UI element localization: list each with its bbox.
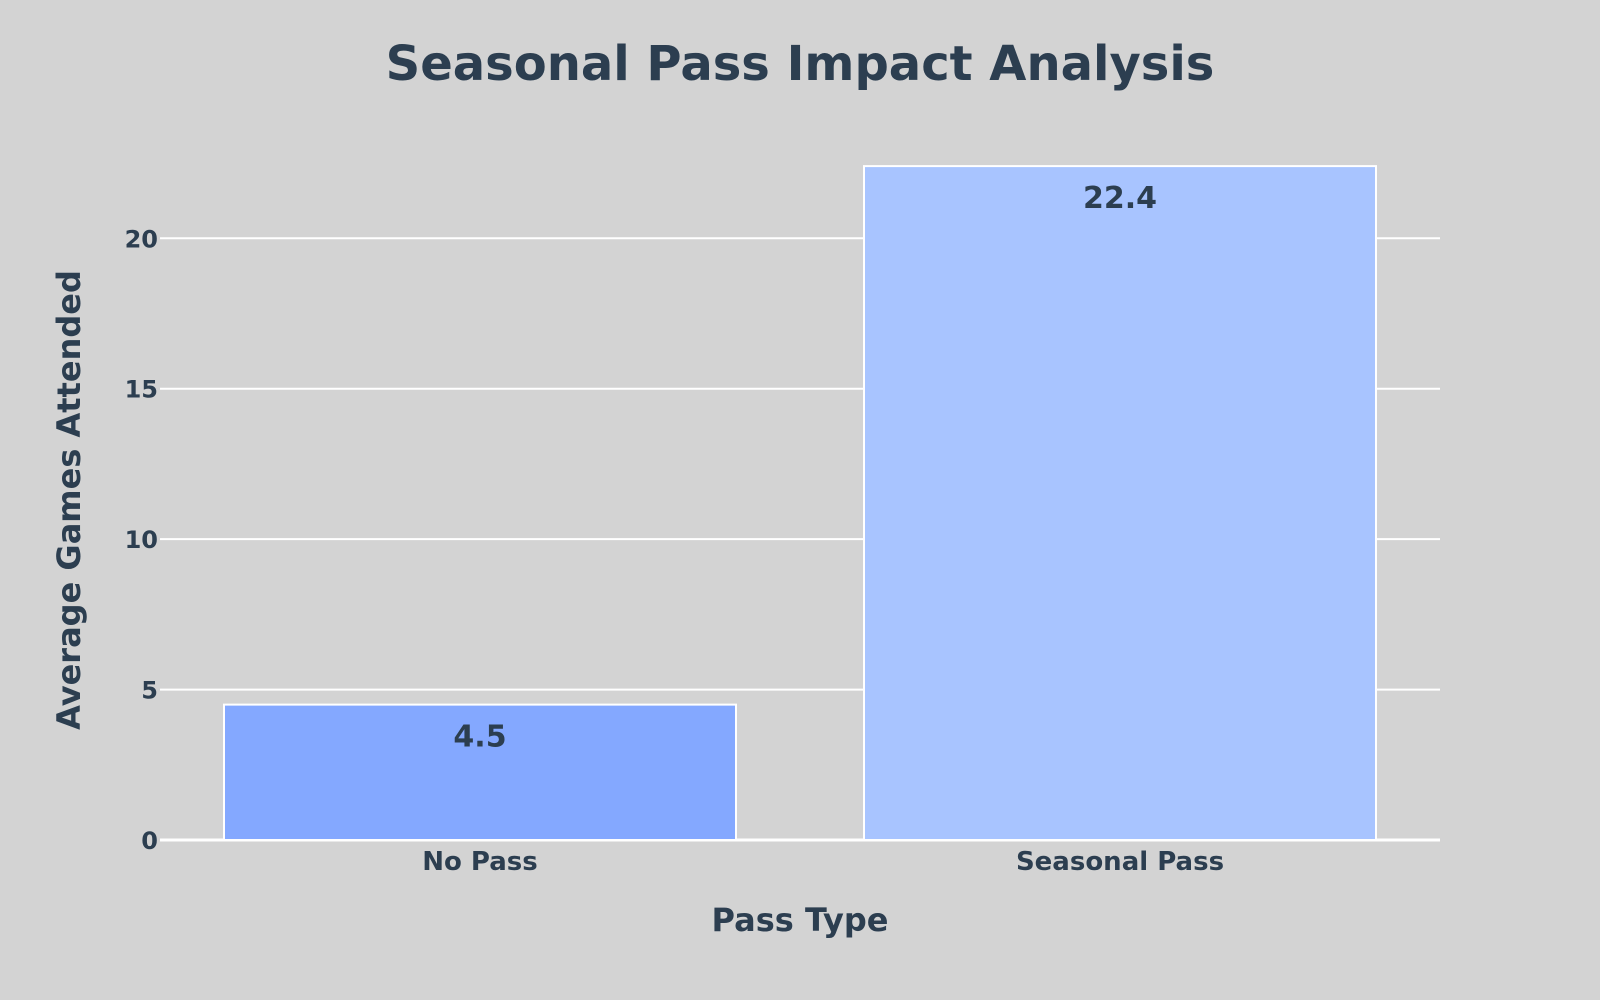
y-axis-ticks: 0 5 10 15 20 [125,225,158,855]
bar-seasonal-pass[interactable] [863,165,1377,842]
x-tick-label: No Pass [422,847,538,877]
y-tick-label: 15 [125,376,158,404]
bar-value-label: 4.5 [453,720,506,755]
y-tick-label: 0 [141,827,158,855]
bars: 4.5 22.4 [223,165,1377,842]
x-axis-ticks: No Pass Seasonal Pass [422,847,1224,877]
y-axis-label: Average Games Attended [50,270,88,730]
y-tick-label: 20 [125,225,158,253]
y-tick-label: 10 [125,526,158,554]
x-axis-label: Pass Type [712,901,889,939]
y-tick-label: 5 [141,677,158,705]
chart-title: Seasonal Pass Impact Analysis [386,36,1215,92]
bar-value-label: 22.4 [1083,181,1157,216]
bar-no-pass[interactable] [223,703,737,842]
x-tick-label: Seasonal Pass [1016,847,1224,877]
